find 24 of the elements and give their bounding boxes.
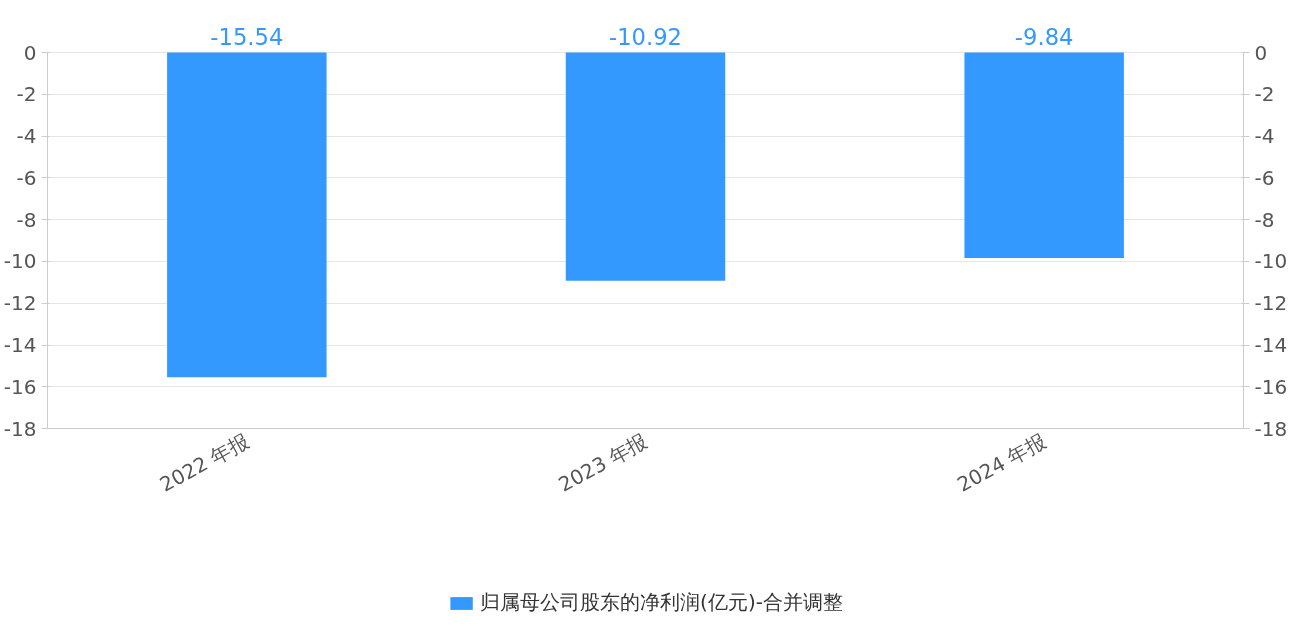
y2-tick-label: -6 [1254,165,1275,190]
y2-tick-label: -4 [1254,124,1275,149]
y2-tick-label: -16 [1254,374,1288,399]
y-tick-label: -12 [3,291,37,316]
data-label: -10.92 [608,23,683,50]
y2-tick-label: 0 [1254,40,1268,65]
y-tick-label: -10 [3,249,37,274]
data-label: -9.84 [1014,23,1074,50]
y-tick-label: -2 [16,82,37,107]
data-label: -15.54 [210,23,284,50]
y-tick-label: 0 [23,40,37,65]
y-tick-label: -6 [16,165,37,190]
y-tick-label: -18 [3,416,37,441]
y-tick-label: -16 [3,374,37,399]
y2-tick-label: -8 [1254,207,1275,232]
y-tick-label: -14 [3,333,37,358]
y-tick-label: -4 [16,124,37,149]
y2-tick-label: -18 [1254,416,1288,441]
y2-tick-label: -2 [1254,82,1275,107]
y2-tick-label: -14 [1254,333,1288,358]
y2-tick-label: -12 [1254,291,1288,316]
y2-tick-label: -10 [1254,249,1288,274]
legend-label: 归属母公司股东的净利润(亿元)-合并调整 [480,589,843,616]
y-tick-label: -8 [16,207,37,232]
